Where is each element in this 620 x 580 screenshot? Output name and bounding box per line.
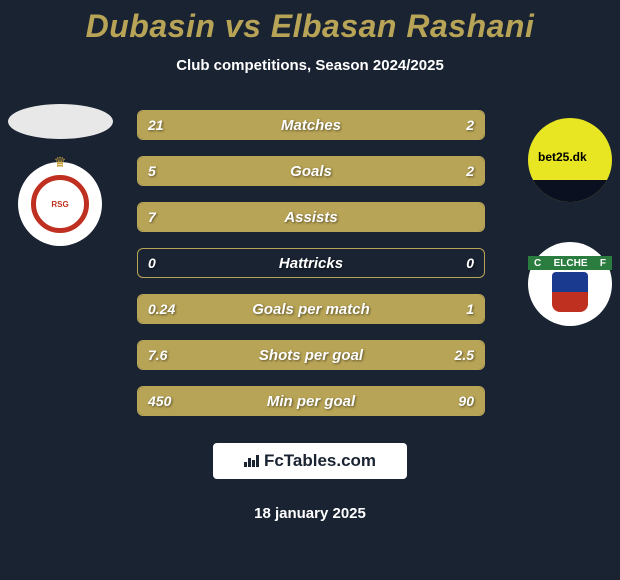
stat-value-right: 1 <box>466 301 474 317</box>
stat-label: Goals <box>290 163 332 180</box>
club-right-band: CELCHEF <box>528 256 612 270</box>
chart-icon <box>244 453 260 470</box>
stat-value-right: 2 <box>466 117 474 133</box>
stat-value-left: 7.6 <box>148 347 167 363</box>
club-left-badge: ♛ RSG <box>18 162 102 246</box>
stat-value-left: 5 <box>148 163 156 179</box>
brand-logo[interactable]: FcTables.com <box>213 443 407 479</box>
stat-value-left: 7 <box>148 209 156 225</box>
subtitle: Club competitions, Season 2024/2025 <box>0 57 620 74</box>
player-left-avatar <box>8 104 113 139</box>
stat-value-right: 0 <box>466 255 474 271</box>
bar-right <box>425 387 484 415</box>
stat-value-left: 450 <box>148 393 171 409</box>
stat-label: Matches <box>281 117 341 134</box>
stat-label: Goals per match <box>252 301 370 318</box>
crown-icon: ♛ <box>54 154 67 171</box>
stat-value-left: 0.24 <box>148 301 175 317</box>
stat-row: 7.6 2.5 Shots per goal <box>137 340 485 370</box>
stat-label: Shots per goal <box>259 347 363 364</box>
page-title: Dubasin vs Elbasan Rashani <box>0 0 620 45</box>
brand-text: FcTables.com <box>264 451 376 471</box>
stat-label: Min per goal <box>267 393 355 410</box>
stat-row: 21 2 Matches <box>137 110 485 140</box>
date: 18 january 2025 <box>0 505 620 522</box>
stat-label: Assists <box>284 209 337 226</box>
shield-icon <box>552 272 588 312</box>
stat-row: 450 90 Min per goal <box>137 386 485 416</box>
stat-rows: 21 2 Matches 5 2 Goals 7 Assists 0 0 Hattricks 0.24… <box>137 110 485 432</box>
bar-left <box>138 157 384 185</box>
stat-value-right: 90 <box>458 393 474 409</box>
player-right-avatar <box>528 118 612 202</box>
stat-row: 5 2 Goals <box>137 156 485 186</box>
stat-label: Hattricks <box>279 255 343 272</box>
stat-value-right: 2 <box>466 163 474 179</box>
stat-row: 7 Assists <box>137 202 485 232</box>
stat-value-right: 2.5 <box>455 347 474 363</box>
club-left-inner: RSG <box>31 175 89 233</box>
stat-row: 0.24 1 Goals per match <box>137 294 485 324</box>
stat-value-left: 0 <box>148 255 156 271</box>
stat-row: 0 0 Hattricks <box>137 248 485 278</box>
club-right-badge: CELCHEF <box>528 242 612 326</box>
stat-value-left: 21 <box>148 117 164 133</box>
